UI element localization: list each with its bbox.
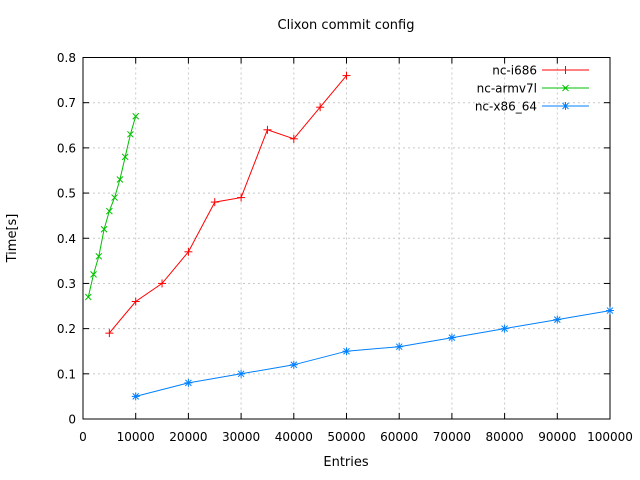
data-point-marker (132, 112, 140, 120)
y-tick-label: 0 (68, 413, 76, 427)
y-tick-label: 0.8 (57, 51, 76, 65)
x-tick-label: 0 (79, 430, 87, 444)
data-point-marker (316, 103, 325, 112)
chart-title: Clixon commit config (278, 18, 415, 33)
x-tick-label: 20000 (169, 430, 207, 444)
series-line-nc-i686 (108, 75, 347, 334)
y-tick-labels: 0 0.1 0.2 0.3 0.4 0.5 0.6 0.7 0.8 (57, 51, 76, 427)
legend-label: nc-x86_64 (475, 100, 537, 114)
legend-marker (561, 102, 570, 110)
data-point-marker (342, 347, 351, 356)
legend-label: nc-armv7l (477, 82, 537, 96)
tick-marks (82, 57, 611, 420)
data-point-marker (158, 279, 167, 288)
data-point-marker (395, 342, 404, 351)
data-point-marker (606, 306, 614, 315)
series-nc-x86_64 (131, 306, 614, 401)
x-tick-label: 70000 (433, 430, 471, 444)
data-point-marker (210, 198, 219, 207)
x-tick-label: 80000 (486, 430, 524, 444)
data-point-marker (105, 329, 114, 338)
x-axis-label: Entries (323, 455, 369, 470)
data-point-marker (289, 134, 298, 143)
x-tick-label: 50000 (327, 430, 365, 444)
x-tick-labels: 0 10000 20000 30000 40000 50000 60000 70000 8000… (79, 430, 633, 444)
x-tick-label: 10000 (117, 430, 155, 444)
data-point-marker (127, 130, 134, 138)
legend: nc-i686 nc-armv7l nc-x86_64 (475, 64, 589, 114)
data-point-marker (100, 225, 108, 233)
data-point-marker (289, 360, 298, 369)
series-line-nc-armv7l (87, 116, 137, 298)
y-tick-label: 0.5 (57, 187, 76, 201)
data-point-marker (95, 252, 103, 260)
data-point-marker (447, 333, 456, 342)
plot-area: 0 10000 20000 30000 40000 50000 60000 70000 8000… (57, 51, 633, 444)
legend-marker (562, 84, 569, 92)
x-tick-label: 100000 (587, 430, 633, 444)
data-point-marker (111, 194, 118, 201)
x-tick-label: 60000 (380, 430, 418, 444)
y-tick-label: 0.3 (57, 277, 76, 291)
data-point-marker (84, 293, 92, 301)
data-point-marker (500, 324, 509, 333)
x-tick-label: 90000 (538, 430, 576, 444)
series-line-nc-x86_64 (135, 310, 611, 397)
data-point-marker (131, 392, 140, 401)
data-point-marker (90, 271, 97, 278)
y-axis-label: Time[s] (5, 214, 20, 264)
data-point-marker (342, 71, 351, 80)
data-point-marker (237, 369, 246, 378)
data-point-marker (263, 125, 272, 134)
y-tick-label: 0.7 (57, 96, 76, 110)
y-tick-label: 0.6 (57, 141, 76, 155)
series-nc-armv7l (84, 112, 140, 301)
data-point-marker (184, 378, 193, 387)
series-nc-i686 (105, 71, 351, 338)
grid-lines (83, 57, 610, 419)
x-tick-label: 40000 (275, 430, 313, 444)
data-point-marker (121, 153, 129, 161)
legend-entry-nc-x86_64: nc-x86_64 (475, 100, 589, 114)
legend-label: nc-i686 (492, 64, 537, 78)
legend-entry-nc-i686: nc-i686 (492, 64, 589, 78)
data-point-marker (116, 176, 124, 183)
data-point-marker (553, 315, 562, 324)
x-tick-label: 30000 (222, 430, 260, 444)
legend-marker (561, 66, 570, 74)
data-point-marker (184, 247, 193, 256)
y-tick-label: 0.2 (57, 322, 76, 336)
y-tick-label: 0.1 (57, 367, 76, 381)
legend-entry-nc-armv7l: nc-armv7l (477, 82, 589, 96)
data-point-marker (237, 193, 246, 202)
y-tick-label: 0.4 (57, 232, 76, 246)
data-point-marker (131, 297, 140, 306)
data-point-marker (105, 207, 113, 215)
